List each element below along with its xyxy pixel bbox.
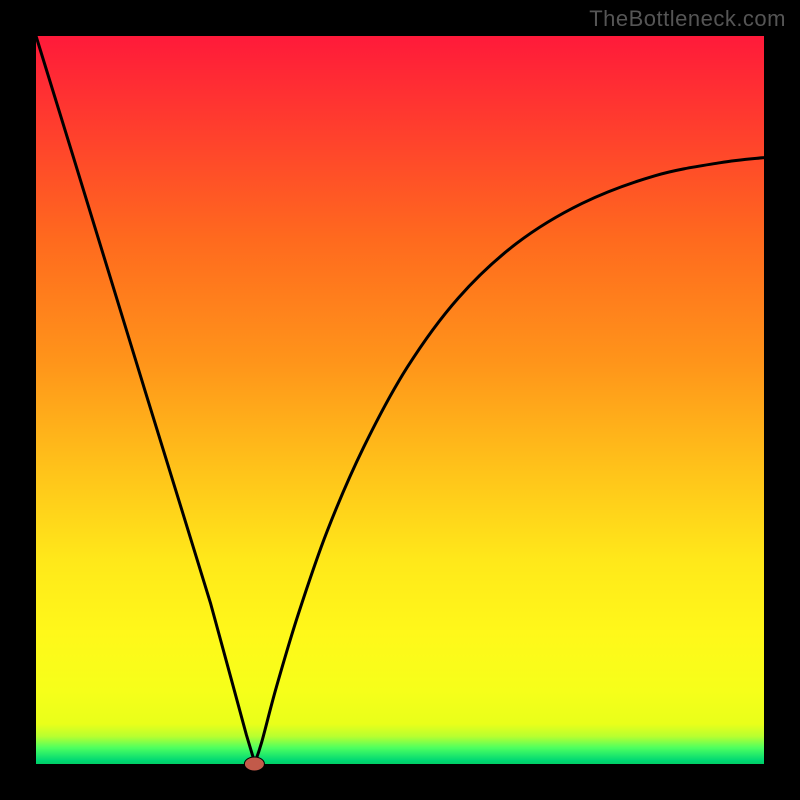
chart-wrapper: TheBottleneck.com [0,0,800,800]
bottleneck-chart [0,0,800,800]
gradient-background [36,36,764,764]
minimum-marker [244,757,264,771]
